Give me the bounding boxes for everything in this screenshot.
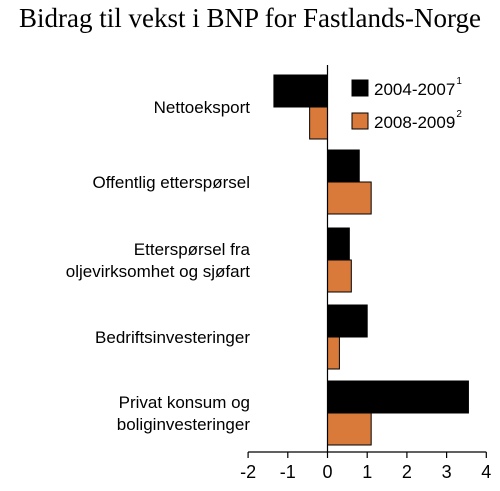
legend-label-1: 2008-2009 [374, 113, 455, 132]
bar-2008-2009-3 [327, 336, 340, 370]
x-tick-label-4: 4 [481, 462, 491, 482]
category-label-line: Privat konsum og [119, 393, 250, 412]
bar-2004-2007-4 [327, 380, 469, 414]
bar-2008-2009-4 [327, 412, 372, 446]
bar-2004-2007-1 [327, 149, 360, 183]
x-tick-label-1: 1 [362, 462, 372, 482]
x-tick-label--2: -2 [240, 462, 256, 482]
x-tick-label-2: 2 [402, 462, 412, 482]
legend-swatch-0 [351, 79, 369, 97]
bar-2008-2009-1 [327, 181, 372, 215]
category-label-line: boliginvesteringer [117, 415, 251, 434]
legend-superscript-1: 2 [456, 109, 462, 120]
chart-title: Bidrag til vekst i BNP for Fastlands-Nor… [19, 3, 481, 33]
bar-2008-2009-0 [309, 106, 329, 140]
legend-superscript-0: 1 [456, 76, 462, 87]
plot-area: -2 -1 0 1 2 3 4 Nettoeksport Offentlig etterspør… [66, 65, 491, 482]
category-label-line: Offentlig etterspørsel [93, 173, 250, 192]
legend-label-0: 2004-2007 [374, 80, 455, 99]
x-tick-label--1: -1 [280, 462, 296, 482]
bar-2004-2007-0 [273, 74, 328, 108]
bar-2008-2009-2 [327, 259, 352, 293]
category-label-1: Offentlig etterspørsel [93, 173, 250, 192]
category-label-line: Etterspørsel fra [134, 240, 251, 259]
x-tick-label-0: 0 [322, 462, 332, 482]
category-label-3: Bedriftsinvesteringer [95, 328, 250, 347]
category-label-0: Nettoeksport [154, 98, 251, 117]
category-label-line: Nettoeksport [154, 98, 251, 117]
bar-2004-2007-2 [327, 227, 350, 261]
category-label-2: Etterspørsel fra oljevirksomhet og sjøfar… [66, 240, 251, 281]
category-label-line: oljevirksomhet og sjøfart [66, 262, 251, 281]
category-label-4: Privat konsum og boliginvesteringer [117, 393, 251, 434]
x-tick-label-3: 3 [442, 462, 452, 482]
bar-2004-2007-3 [327, 304, 368, 338]
legend-swatch-1 [351, 112, 369, 130]
category-label-line: Bedriftsinvesteringer [95, 328, 250, 347]
